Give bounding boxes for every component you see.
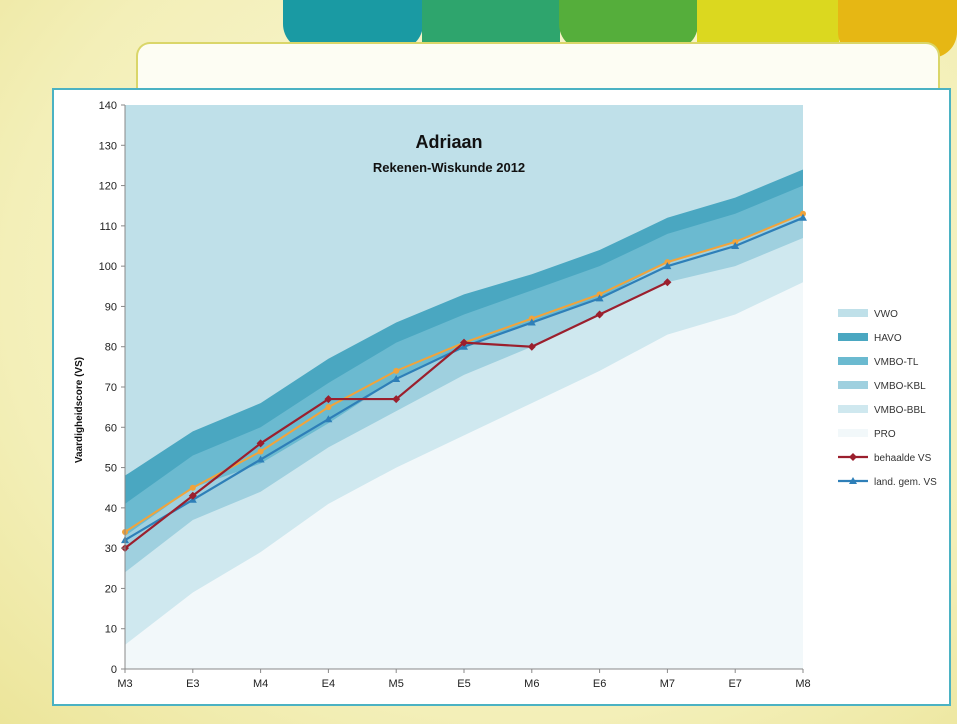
- legend-label: VMBO-BBL: [874, 405, 926, 416]
- legend-label: VMBO-TL: [874, 357, 919, 368]
- point-orange-series: [528, 315, 535, 322]
- legend-marker: [849, 453, 857, 461]
- point-land-gem-vs: [663, 262, 672, 270]
- x-tick-label: E3: [186, 678, 199, 690]
- y-tick-label: 10: [105, 624, 117, 636]
- legend-swatch-vwo: [838, 309, 868, 317]
- y-tick-label: 140: [99, 100, 117, 112]
- x-tick-label: M8: [795, 678, 810, 690]
- line-layer: [121, 210, 807, 553]
- y-tick-label: 30: [105, 543, 117, 555]
- tab-teal[interactable]: [283, 0, 423, 50]
- band-pro: [125, 282, 803, 669]
- x-tick-label: M6: [524, 678, 539, 690]
- point-orange-series: [325, 404, 332, 411]
- point-orange-series: [257, 448, 264, 455]
- chart-frame: 0 10 20 30 40 50 60 70 80 90 100 110 120 130 140 M3 E3 M…: [52, 88, 951, 706]
- point-behaalde-vs: [392, 395, 401, 404]
- y-tick-label: 70: [105, 382, 117, 394]
- legend-marker: [849, 477, 857, 484]
- x-tick-label: M4: [253, 678, 268, 690]
- point-land-gem-vs: [799, 213, 807, 221]
- y-axis-label: Vaardigheidscore (VS): [74, 357, 85, 463]
- point-orange-series: [800, 210, 806, 217]
- y-tick-label: 110: [99, 221, 117, 233]
- y-tick-label: 120: [99, 181, 117, 193]
- point-land-gem-vs: [392, 374, 401, 382]
- point-behaalde-vs: [256, 439, 265, 448]
- legend-swatch-vmbo-tl: [838, 357, 868, 365]
- legend-label: HAVO: [874, 333, 902, 344]
- point-behaalde-vs: [663, 278, 672, 287]
- x-tick-label: E4: [322, 678, 335, 690]
- point-orange-series: [664, 259, 671, 266]
- y-tick-label: 0: [111, 664, 117, 676]
- x-tick-label: M7: [660, 678, 675, 690]
- point-orange-series: [393, 367, 400, 374]
- point-land-gem-vs: [595, 294, 604, 302]
- y-tick-label: 100: [99, 261, 117, 273]
- legend-label: land. gem. VS: [874, 477, 937, 488]
- y-tick-label: 50: [105, 463, 117, 475]
- y-tick-label: 90: [105, 301, 117, 313]
- legend-label: VMBO-KBL: [874, 381, 926, 392]
- point-land-gem-vs: [527, 318, 536, 326]
- x-tick-label: M5: [389, 678, 404, 690]
- legend-swatch-pro: [838, 429, 868, 437]
- y-tick-labels: 0 10 20 30 40 50 60 70 80 90 100 110 120 130 140: [99, 100, 125, 676]
- legend: VWO HAVO VMBO-TL VMBO-KBL VMBO-BBL PRO behaald…: [838, 309, 937, 488]
- x-tick-label: E7: [728, 678, 741, 690]
- x-tick-labels: M3 E3 M4 E4 M5 E5 M6 E6 M7 E7 M8: [117, 669, 811, 690]
- y-tick-label: 40: [105, 503, 117, 515]
- band-layer: [125, 105, 803, 670]
- legend-swatch-havo: [838, 333, 868, 341]
- x-tick-label: E6: [593, 678, 606, 690]
- legend-label: PRO: [874, 429, 896, 440]
- point-orange-series: [596, 291, 603, 298]
- chart-subtitle: Rekenen-Wiskunde 2012: [373, 160, 525, 175]
- tab-lime[interactable]: [559, 0, 698, 50]
- point-orange-series: [732, 238, 739, 245]
- point-behaalde-vs: [324, 395, 333, 404]
- legend-label: behaalde VS: [874, 453, 932, 464]
- point-land-gem-vs: [324, 415, 333, 423]
- y-tick-label: 130: [99, 140, 117, 152]
- point-land-gem-vs: [256, 455, 265, 463]
- point-behaalde-vs: [188, 491, 197, 500]
- point-behaalde-vs: [527, 342, 536, 351]
- chart-title: Adriaan: [415, 132, 482, 152]
- point-behaalde-vs: [595, 310, 604, 319]
- legend-swatch-vmbo-bbl: [838, 405, 868, 413]
- point-land-gem-vs: [731, 242, 740, 249]
- y-tick-label: 80: [105, 342, 117, 354]
- y-tick-label: 60: [105, 422, 117, 434]
- x-tick-label: M3: [117, 678, 132, 690]
- legend-label: VWO: [874, 309, 898, 320]
- legend-swatch-vmbo-kbl: [838, 381, 868, 389]
- x-tick-label: E5: [457, 678, 470, 690]
- point-orange-series: [189, 484, 196, 491]
- y-tick-label: 20: [105, 583, 117, 595]
- point-behaalde-vs: [460, 338, 468, 347]
